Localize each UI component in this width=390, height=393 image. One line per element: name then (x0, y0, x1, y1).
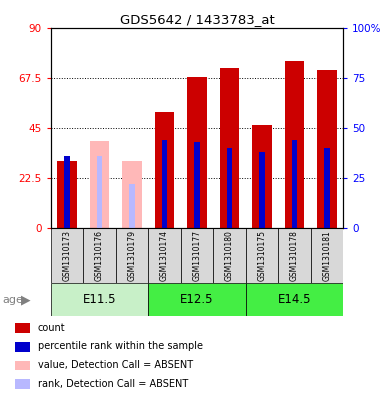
Bar (155, 112, 174, 228)
Text: GSM1310178: GSM1310178 (290, 230, 299, 281)
Bar (116, 228, 148, 283)
Bar (259, 152, 265, 228)
Text: E11.5: E11.5 (83, 293, 116, 306)
Bar (15, 342, 30, 352)
Text: GSM1310180: GSM1310180 (225, 230, 234, 281)
Bar (161, 140, 167, 228)
Bar (51, 228, 83, 283)
Text: GSM1310179: GSM1310179 (128, 230, 136, 281)
Text: GSM1310175: GSM1310175 (257, 230, 266, 281)
Bar (181, 228, 213, 283)
Bar (129, 184, 135, 228)
Text: value, Detection Call = ABSENT: value, Detection Call = ABSENT (38, 360, 193, 370)
Bar (64, 156, 70, 228)
Bar (83, 228, 116, 283)
Bar (285, 61, 304, 228)
Text: GSM1310181: GSM1310181 (323, 230, 332, 281)
Bar (90, 141, 109, 228)
Bar (51, 283, 148, 316)
Bar (57, 161, 77, 228)
Text: E14.5: E14.5 (278, 293, 311, 306)
Bar (227, 148, 232, 228)
Bar (187, 77, 207, 228)
Bar (148, 283, 246, 316)
Bar (220, 68, 239, 228)
Bar (246, 283, 343, 316)
Bar (278, 228, 311, 283)
Text: count: count (38, 323, 66, 332)
Text: ▶: ▶ (21, 293, 31, 306)
Bar (97, 156, 102, 228)
Bar (15, 360, 30, 370)
Text: GSM1310177: GSM1310177 (192, 230, 202, 281)
Text: E12.5: E12.5 (180, 293, 214, 306)
Bar (311, 228, 343, 283)
Title: GDS5642 / 1433783_at: GDS5642 / 1433783_at (120, 13, 274, 26)
Bar (324, 148, 330, 228)
Text: GSM1310173: GSM1310173 (62, 230, 71, 281)
Bar (122, 161, 142, 228)
Bar (317, 70, 337, 228)
Text: GSM1310176: GSM1310176 (95, 230, 104, 281)
Bar (15, 379, 30, 389)
Bar (292, 140, 297, 228)
Text: percentile rank within the sample: percentile rank within the sample (38, 342, 203, 351)
Bar (194, 142, 200, 228)
Bar (213, 228, 246, 283)
Bar (15, 323, 30, 333)
Bar (148, 228, 181, 283)
Text: GSM1310174: GSM1310174 (160, 230, 169, 281)
Text: rank, Detection Call = ABSENT: rank, Detection Call = ABSENT (38, 379, 188, 389)
Bar (252, 125, 272, 228)
Text: age: age (2, 295, 23, 305)
Bar (246, 228, 278, 283)
